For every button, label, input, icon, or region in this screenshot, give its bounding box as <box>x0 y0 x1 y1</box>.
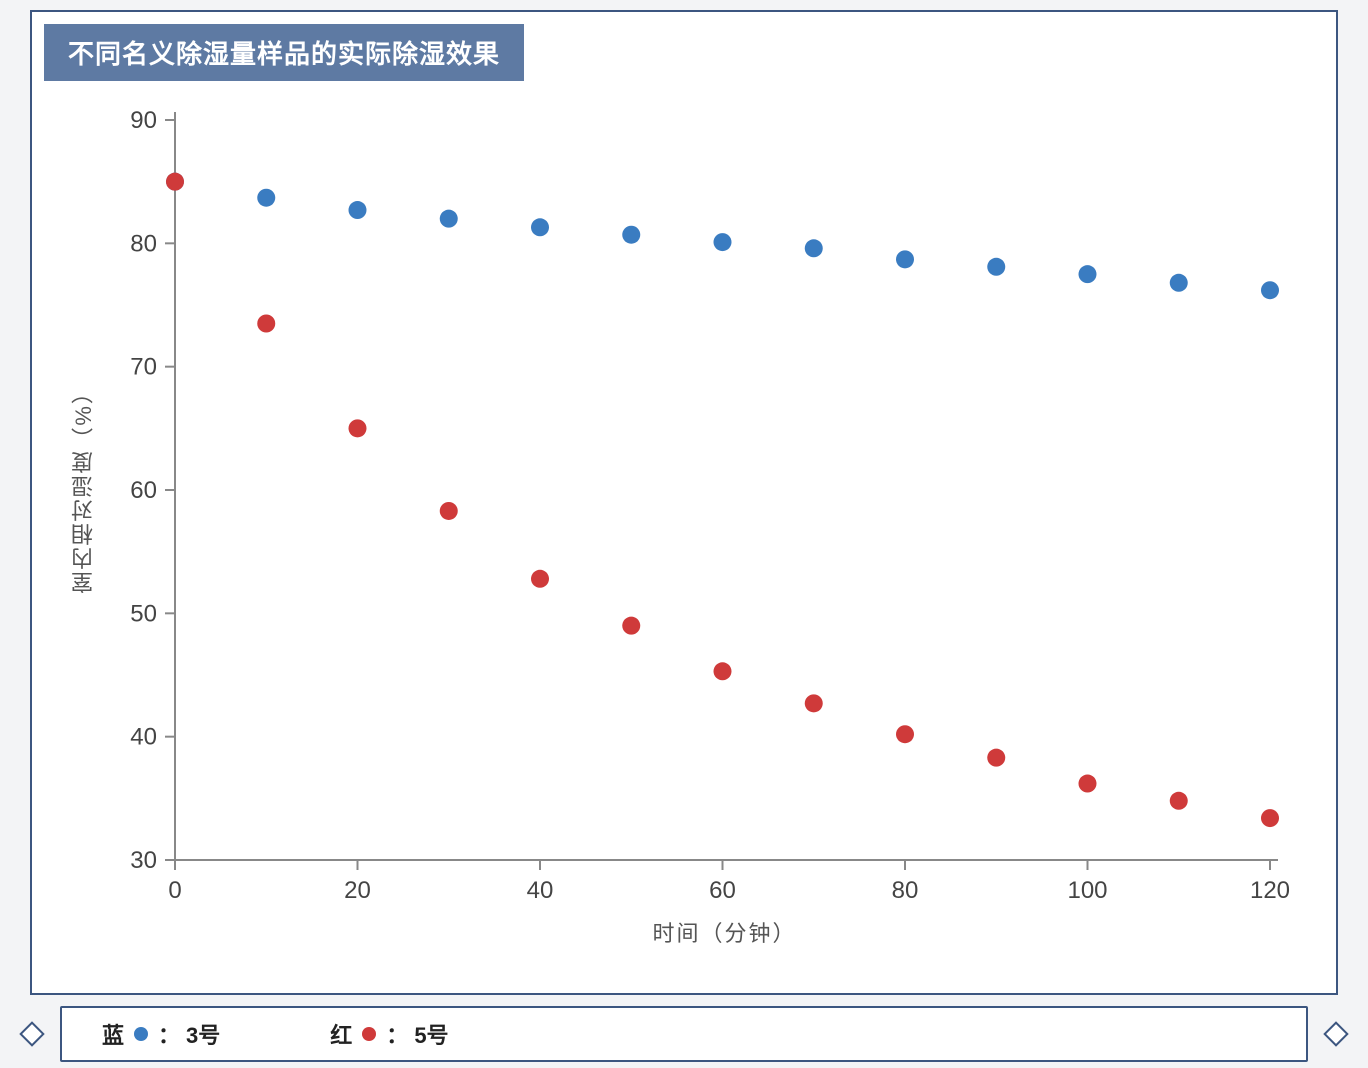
svg-text:90: 90 <box>130 107 157 134</box>
chart-area: 30405060708090020406080100120 室内相对湿度（%） … <box>60 100 1310 970</box>
chart-title: 不同名义除湿量样品的实际除湿效果 <box>68 39 500 69</box>
svg-text:80: 80 <box>130 230 157 257</box>
legend-label-red: 5号 <box>414 1018 448 1050</box>
svg-text:20: 20 <box>344 877 371 904</box>
svg-text:100: 100 <box>1067 877 1107 904</box>
y-axis-label: 室内相对湿度（%） <box>68 380 100 594</box>
svg-text:40: 40 <box>130 724 157 751</box>
svg-text:0: 0 <box>168 877 181 904</box>
svg-text:40: 40 <box>527 877 554 904</box>
svg-text:70: 70 <box>130 354 157 381</box>
svg-text:60: 60 <box>709 877 736 904</box>
svg-text:80: 80 <box>892 877 919 904</box>
legend-dot-blue-icon <box>134 1027 148 1041</box>
legend-label-blue: 3号 <box>186 1018 220 1050</box>
corner-diamond-icon <box>19 1021 44 1046</box>
legend-dot-red-icon <box>362 1027 376 1041</box>
legend-item-blue: 蓝 ： 3号 <box>102 1018 220 1050</box>
legend-colon: ： <box>386 1018 408 1050</box>
svg-text:60: 60 <box>130 477 157 504</box>
svg-text:50: 50 <box>130 600 157 627</box>
svg-text:120: 120 <box>1250 877 1290 904</box>
corner-diamond-icon <box>1323 1021 1348 1046</box>
scatter-chart: 30 40 50 60 70 80 90 0 20 40 60 80 100 120 <box>60 100 1310 970</box>
svg-text:30: 30 <box>130 847 157 874</box>
legend-prefix-blue: 蓝 <box>102 1018 124 1050</box>
legend-prefix-red: 红 <box>330 1018 352 1050</box>
legend-colon: ： <box>158 1018 180 1050</box>
legend-bar: 蓝 ： 3号 红 ： 5号 <box>60 1006 1308 1062</box>
legend-item-red: 红 ： 5号 <box>330 1018 448 1050</box>
chart-title-banner: 不同名义除湿量样品的实际除湿效果 <box>44 24 524 81</box>
x-axis-label: 时间（分钟） <box>653 916 797 948</box>
